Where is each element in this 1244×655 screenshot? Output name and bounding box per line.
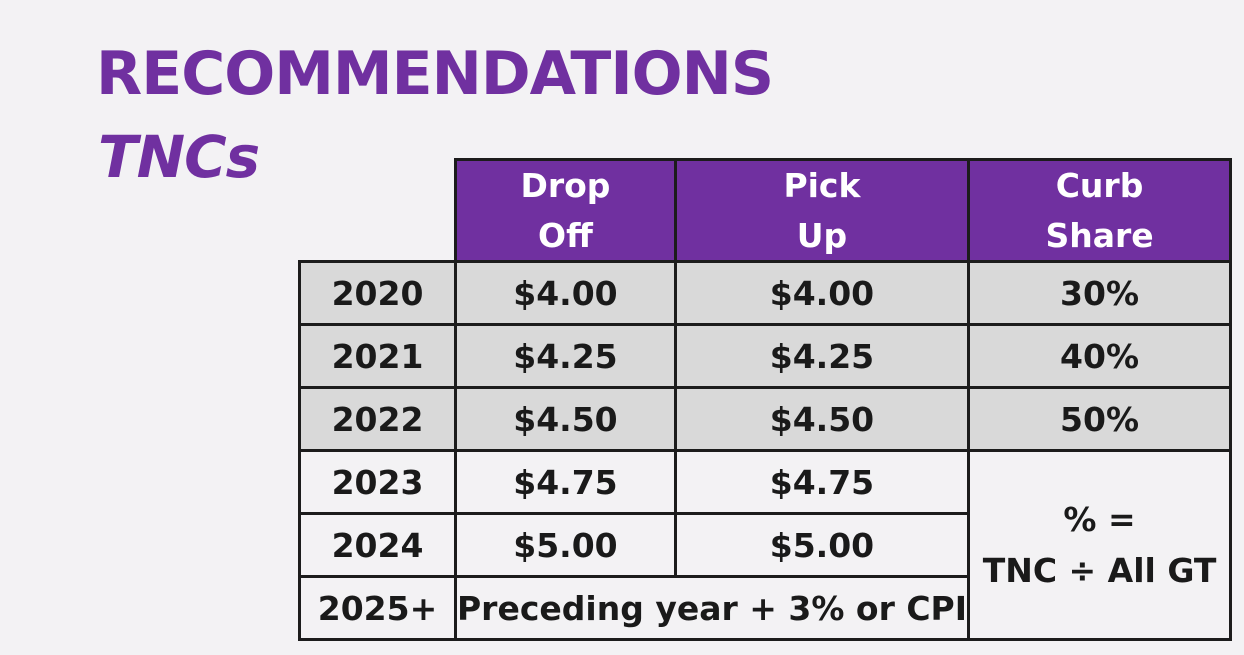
header-row: Drop Off Pick Up Curb Share <box>300 158 1233 263</box>
year-cell: 2021 <box>298 323 457 389</box>
header-pick-up: Pick Up <box>673 158 971 263</box>
curb-share-cell: 30% <box>967 260 1233 326</box>
pick-up-cell: $4.75 <box>673 449 971 515</box>
drop-off-cell: $4.50 <box>454 386 677 452</box>
pick-up-cell: $4.00 <box>673 260 971 326</box>
table-row: 2022 $4.50 $4.50 50% <box>298 386 1233 452</box>
year-cell: 2023 <box>298 449 457 515</box>
curb-share-cell: 50% <box>967 386 1233 452</box>
slide-subtitle: TNCs <box>98 123 260 191</box>
header-drop-off: Drop Off <box>454 158 677 263</box>
header-curb-share: Curb Share <box>967 158 1233 263</box>
merged-fee-cell: Preceding year + 3% or CPI <box>453 575 971 641</box>
table-row: 2021 $4.25 $4.25 40% <box>298 323 1233 389</box>
pick-up-cell: $4.50 <box>673 386 971 452</box>
year-cell: 2024 <box>298 512 457 578</box>
fee-table: Drop Off Pick Up Curb Share 2020 $4.00 $… <box>298 158 1233 641</box>
header-blank-cell <box>300 160 456 262</box>
year-cell: 2022 <box>298 386 457 452</box>
table-row: 2024 $5.00 $5.00 <box>298 512 1231 578</box>
drop-off-cell: $5.00 <box>454 512 677 578</box>
drop-off-cell: $4.25 <box>454 323 677 389</box>
table-row: 2020 $4.00 $4.00 30% <box>298 260 1233 326</box>
pick-up-cell: $4.25 <box>673 323 971 389</box>
drop-off-cell: $4.75 <box>454 449 677 515</box>
drop-off-cell: $4.00 <box>454 260 677 326</box>
slide-title: RECOMMENDATIONS <box>96 39 774 109</box>
table-row: 2023 $4.75 $4.75 % = TNC ÷ All GT <box>298 449 1233 641</box>
pick-up-cell: $5.00 <box>673 512 971 578</box>
curb-share-formula-note: % = TNC ÷ All GT <box>967 449 1233 641</box>
year-cell: 2025+ <box>298 575 457 641</box>
year-cell: 2020 <box>298 260 457 326</box>
curb-share-cell: 40% <box>967 323 1233 389</box>
table-row: 2025+ Preceding year + 3% or CPI <box>298 575 1231 641</box>
